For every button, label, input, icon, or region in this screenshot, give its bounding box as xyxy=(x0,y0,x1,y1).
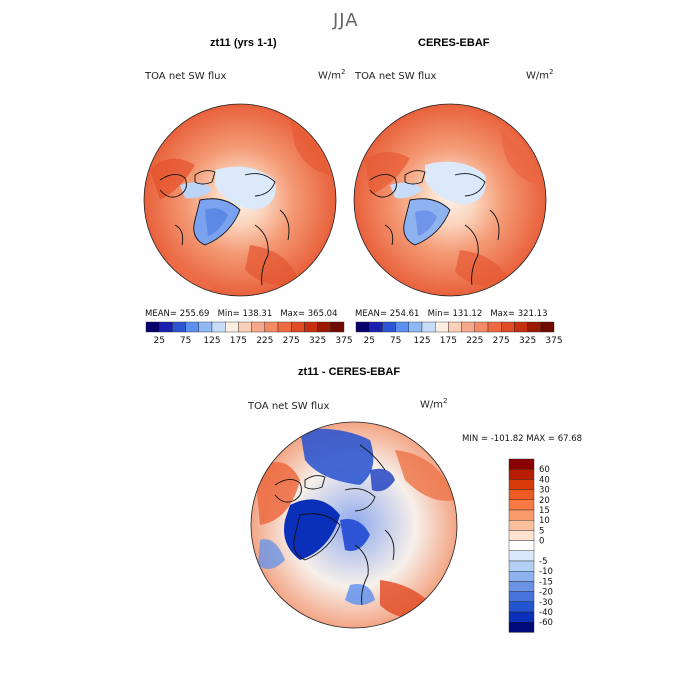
diff-colorbar-tick-label: -60 xyxy=(539,618,553,628)
diff-colorbar-box xyxy=(508,560,535,572)
diff-colorbar-box xyxy=(508,611,535,623)
right-colorbar-box xyxy=(355,321,370,333)
left-colorbar-box xyxy=(172,321,186,333)
diff-colorbar-tick-label: -15 xyxy=(539,577,553,587)
left-colorbar-box xyxy=(145,321,160,333)
left-colorbar-box xyxy=(211,321,226,333)
diff-colorbar-box xyxy=(508,530,535,541)
left-colorbar-tick-label: 125 xyxy=(203,336,220,346)
left-colorbar-box xyxy=(291,321,305,333)
left-colorbar-tick-label: 375 xyxy=(335,336,352,346)
right-colorbar-tick-label: 175 xyxy=(440,336,457,346)
left-colorbar-box xyxy=(317,321,332,333)
diff-colorbar-tick-label: -40 xyxy=(539,608,553,618)
diff-colorbar-box xyxy=(508,479,535,490)
right-colorbar-box xyxy=(382,321,396,333)
right-colorbar-box xyxy=(448,321,462,333)
diff-colorbar-box xyxy=(508,571,535,582)
diff-stats: MIN = -101.82 MAX = 67.68 xyxy=(462,434,583,444)
right-colorbar-tick-label: 125 xyxy=(413,336,430,346)
diff-colorbar-box xyxy=(508,489,535,501)
left-colorbar-box xyxy=(277,321,292,333)
left-units-label: W/m2 xyxy=(318,68,346,82)
right-colorbar-box xyxy=(421,321,436,333)
left-variable-label: TOA net SW flux xyxy=(145,71,227,82)
right-colorbar-box xyxy=(395,321,410,333)
left-colorbar-box xyxy=(198,321,213,333)
right-colorbar-box xyxy=(487,321,502,333)
diff-colorbar-tick-label: -30 xyxy=(539,598,553,608)
diff-colorbar-box xyxy=(508,550,535,562)
left-stats: MEAN= 255.69 Min= 138.31 Max= 365.04 xyxy=(145,309,338,319)
diff-colorbar-box xyxy=(508,469,535,480)
diff-colorbar-tick-label: -10 xyxy=(539,567,553,577)
diff-colorbar-box xyxy=(508,458,535,470)
right-colorbar-box xyxy=(527,321,541,333)
diff-colorbar-box xyxy=(508,499,535,511)
right-units-label: W/m2 xyxy=(526,68,554,82)
diff-units-label: W/m2 xyxy=(420,397,448,411)
right-colorbar-tick-label: 325 xyxy=(519,336,536,346)
right-colorbar-box xyxy=(514,321,528,333)
left-colorbar-box xyxy=(224,321,239,333)
diff-variable-label: TOA net SW flux xyxy=(248,401,330,412)
right-colorbar-tick-label: 225 xyxy=(466,336,483,346)
right-panel-title: CERES-EBAF xyxy=(418,37,490,49)
right-colorbar-box xyxy=(435,321,449,333)
right-colorbar-tick-label: 275 xyxy=(493,336,510,346)
diff-panel-title: zt11 - CERES-EBAF xyxy=(298,366,401,378)
right-variable-label: TOA net SW flux xyxy=(355,71,437,82)
diff-colorbar-tick-label: 5 xyxy=(539,526,544,536)
season-title: JJA xyxy=(333,10,359,31)
right-colorbar-tick-label: 75 xyxy=(390,336,401,346)
diff-colorbar-tick-label: 40 xyxy=(539,475,550,485)
left-panel-title: zt11 (yrs 1-1) xyxy=(210,37,277,49)
left-colorbar-box xyxy=(304,321,318,333)
diff-colorbar-box xyxy=(508,540,535,551)
right-colorbar-box xyxy=(369,321,383,333)
right-colorbar-box xyxy=(540,321,555,333)
left-colorbar-box xyxy=(264,321,279,333)
left-colorbar-tick-label: 75 xyxy=(180,336,191,346)
left-colorbar: 25 75 125 175 225 275 325 375 xyxy=(145,321,353,346)
diff-colorbar-tick-label: -20 xyxy=(539,588,553,598)
left-colorbar-tick-label: 25 xyxy=(153,336,164,346)
diff-colorbar-box xyxy=(508,622,535,633)
diff-polar-map xyxy=(250,421,458,629)
left-colorbar-box xyxy=(330,321,345,333)
diff-colorbar-tick-label: 60 xyxy=(539,465,550,475)
left-colorbar-tick-label: 175 xyxy=(230,336,247,346)
right-colorbar-box xyxy=(408,321,423,333)
left-colorbar-tick-label: 325 xyxy=(309,336,326,346)
left-colorbar-box xyxy=(238,321,252,333)
diff-colorbar-tick-label: 20 xyxy=(539,496,550,506)
left-colorbar-box xyxy=(251,321,266,333)
left-polar-map xyxy=(143,103,337,297)
diff-colorbar-tick-label: -5 xyxy=(539,557,547,567)
right-colorbar-box xyxy=(501,321,515,333)
diff-colorbar-box xyxy=(508,520,535,531)
right-stats: MEAN= 254.61 Min= 131.12 Max= 321.13 xyxy=(355,309,548,319)
diff-colorbar-box xyxy=(508,591,535,602)
right-colorbar-box xyxy=(461,321,476,333)
diff-colorbar-tick-label: 10 xyxy=(539,516,550,526)
right-colorbar-tick-label: 25 xyxy=(363,336,374,346)
diff-colorbar-box xyxy=(508,601,535,613)
left-colorbar-box xyxy=(185,321,200,333)
right-colorbar-tick-label: 375 xyxy=(545,336,562,346)
right-polar-map xyxy=(353,103,547,297)
right-colorbar-box xyxy=(474,321,489,333)
diff-colorbar-tick-label: 30 xyxy=(539,486,550,496)
left-colorbar-tick-label: 225 xyxy=(256,336,273,346)
diff-colorbar-box xyxy=(508,581,535,592)
diff-colorbar-tick-label: 0 xyxy=(539,537,544,547)
left-colorbar-tick-label: 275 xyxy=(283,336,300,346)
diff-colorbar-box xyxy=(508,509,535,521)
diff-colorbar-tick-label: 15 xyxy=(539,506,550,516)
right-colorbar: 25 75 125 175 225 275 325 375 xyxy=(355,321,563,346)
left-colorbar-box xyxy=(158,321,173,333)
